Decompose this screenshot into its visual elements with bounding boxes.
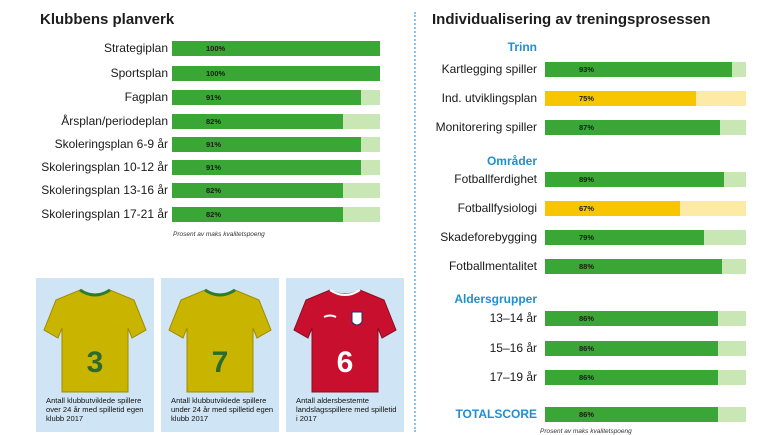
bar-skoleringsplan-6-9-år bbox=[172, 137, 362, 152]
bar-value-label: 86% bbox=[579, 410, 595, 419]
bar-strategiplan bbox=[172, 41, 380, 56]
bar-track: 67% bbox=[545, 201, 746, 216]
bar-value-label: 67% bbox=[579, 204, 595, 213]
jersey-number: 3 bbox=[87, 346, 104, 379]
stat-card-under-24: 7 Antall klubbutviklede spillere under 2… bbox=[161, 278, 279, 432]
bar-track: 91% bbox=[172, 137, 380, 152]
bar-17-19-år bbox=[545, 370, 718, 385]
bar-track: 91% bbox=[172, 160, 380, 175]
bar-track: 100% bbox=[172, 41, 380, 56]
bar-track: 86% bbox=[545, 370, 746, 385]
category-label: Fotballmentalitet bbox=[448, 259, 537, 273]
bar-track: 93% bbox=[545, 62, 746, 77]
bar-monitorering-spiller bbox=[545, 120, 720, 135]
bar-skoleringsplan-10-12-år bbox=[172, 160, 362, 175]
bar-track: 86% bbox=[545, 311, 746, 326]
section-heading-områder: Områder bbox=[486, 154, 537, 168]
bar-value-label: 91% bbox=[206, 93, 222, 102]
bar-fotballferdighet bbox=[545, 172, 724, 187]
category-label: Fotballferdighet bbox=[454, 172, 537, 186]
category-label: Skadeforebygging bbox=[440, 230, 537, 244]
left-panel-title: Klubbens planverk bbox=[40, 11, 175, 28]
category-label: TOTALSCORE bbox=[455, 407, 537, 421]
bar-value-label: 75% bbox=[579, 94, 595, 103]
bar-15-16-år bbox=[545, 341, 718, 356]
section-heading-aldersgrupper: Aldersgrupper bbox=[454, 292, 537, 306]
bar-value-label: 82% bbox=[206, 186, 222, 195]
bar-value-label: 89% bbox=[579, 175, 595, 184]
category-label: Skoleringsplan 10-12 år bbox=[41, 160, 168, 174]
category-label: Ind. utviklingsplan bbox=[441, 91, 537, 105]
bar-value-label: 86% bbox=[579, 373, 595, 382]
category-label: Sportsplan bbox=[110, 66, 168, 80]
yellow-jersey-icon: 7 bbox=[168, 288, 272, 393]
bar-track: 86% bbox=[545, 407, 746, 422]
bar-value-label: 79% bbox=[579, 233, 595, 242]
category-label: Skoleringsplan 13-16 år bbox=[41, 183, 168, 197]
bar-value-label: 88% bbox=[579, 262, 595, 271]
category-label: Skoleringsplan 17-21 år bbox=[41, 207, 168, 221]
category-label: Kartlegging spiller bbox=[441, 62, 537, 76]
category-label: Monitorering spiller bbox=[435, 120, 537, 134]
bar-track: 89% bbox=[545, 172, 746, 187]
right-panel-title: Individualisering av treningsprosessen bbox=[432, 11, 711, 28]
bar-track: 91% bbox=[172, 90, 380, 105]
category-label: 13–14 år bbox=[489, 311, 537, 325]
stat-card-text: Antall klubbutviklede spillere under 24 … bbox=[171, 396, 274, 423]
stat-card-text: Antall aldersbestemte landslagsspillere … bbox=[296, 396, 397, 423]
bar-sportsplan bbox=[172, 66, 380, 81]
stat-card-text: Antall klubbutviklede spillere over 24 å… bbox=[46, 396, 144, 423]
bar-value-label: 91% bbox=[206, 163, 222, 172]
category-label: 15–16 år bbox=[489, 341, 537, 355]
bar-value-label: 87% bbox=[579, 123, 595, 132]
bar-value-label: 82% bbox=[206, 210, 222, 219]
yellow-jersey-icon: 3 bbox=[43, 288, 147, 393]
bar-fotballmentalitet bbox=[545, 259, 722, 274]
bar-value-label: 100% bbox=[206, 69, 226, 78]
bar-track: 87% bbox=[545, 120, 746, 135]
bar-value-label: 82% bbox=[206, 117, 222, 126]
bar-skoleringsplan-13-16-år bbox=[172, 183, 343, 198]
bar-track: 88% bbox=[545, 259, 746, 274]
bar-årsplan-periodeplan bbox=[172, 114, 343, 129]
category-label: Skoleringsplan 6-9 år bbox=[54, 137, 168, 151]
category-label: Strategiplan bbox=[103, 41, 168, 55]
category-label: Fotballfysiologi bbox=[457, 201, 537, 215]
category-label: Fagplan bbox=[124, 90, 168, 104]
bar-value-label: 100% bbox=[206, 44, 226, 53]
section-heading-trinn: Trinn bbox=[507, 40, 537, 54]
bar-fagplan bbox=[172, 90, 362, 105]
jersey-number: 7 bbox=[212, 346, 229, 379]
bar-skadeforebygging bbox=[545, 230, 704, 245]
bar-track: 82% bbox=[172, 114, 380, 129]
bar-totalscore bbox=[545, 407, 718, 422]
bar-track: 75% bbox=[545, 91, 746, 106]
red-national-jersey-icon: 6 bbox=[293, 289, 397, 393]
bar-track: 86% bbox=[545, 341, 746, 356]
stat-card-over-24: 3 Antall klubbutviklede spillere over 24… bbox=[36, 278, 154, 432]
stat-card-national-team: 6 Antall aldersbestemte landslagsspiller… bbox=[286, 278, 404, 432]
bar-value-label: 91% bbox=[206, 140, 222, 149]
bar-13-14-år bbox=[545, 311, 718, 326]
bar-skoleringsplan-17-21-år bbox=[172, 207, 343, 222]
bar-kartlegging-spiller bbox=[545, 62, 732, 77]
bar-value-label: 86% bbox=[579, 344, 595, 353]
bar-fotballfysiologi bbox=[545, 201, 680, 216]
panel-divider bbox=[414, 12, 416, 432]
left-chart-caption: Prosent av maks kvalitetspoeng bbox=[173, 231, 265, 238]
jersey-number: 6 bbox=[337, 346, 354, 379]
bar-ind-utviklingsplan bbox=[545, 91, 696, 106]
bar-value-label: 86% bbox=[579, 314, 595, 323]
bar-track: 79% bbox=[545, 230, 746, 245]
bar-track: 82% bbox=[172, 207, 380, 222]
bar-value-label: 93% bbox=[579, 65, 595, 74]
category-label: Årsplan/periodeplan bbox=[61, 114, 168, 128]
bar-track: 100% bbox=[172, 66, 380, 81]
bar-track: 82% bbox=[172, 183, 380, 198]
category-label: 17–19 år bbox=[489, 370, 537, 384]
